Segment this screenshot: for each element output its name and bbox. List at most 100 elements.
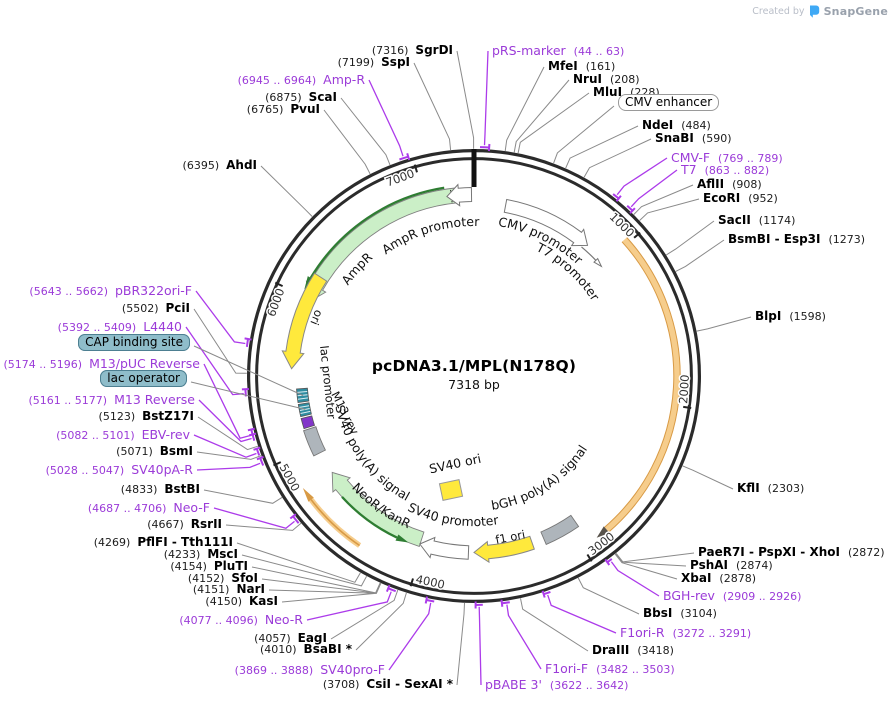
plasmid-size: 7318 bp (448, 377, 500, 392)
feature-sv40-polya-box[interactable] (303, 426, 327, 457)
feature-t7-promoter-arrow[interactable] (581, 246, 597, 261)
callout-amp_r[interactable]: (6945 .. 6964) Amp-R (238, 73, 365, 87)
callout-mfei-pos: (161) (585, 60, 616, 73)
callout-ndei-name: NdeI (642, 118, 674, 132)
callout-pluti[interactable]: (4154) PluTI (170, 559, 248, 574)
callout-line-eagi (330, 589, 399, 640)
callout-draiii[interactable]: DraIII (3418) (592, 644, 674, 658)
callout-line-f1ori_f (506, 604, 542, 670)
callout-mlui-name: MluI (593, 85, 623, 99)
callout-bstbi[interactable]: (4833) BstBI (121, 482, 200, 497)
callout-ecori[interactable]: EcoRI (952) (703, 192, 778, 206)
callout-sacii[interactable]: SacII (1174) (718, 214, 795, 228)
callout-sv40pa_r[interactable]: (5028 .. 5047) SV40pA-R (46, 463, 193, 477)
callout-nari[interactable]: (4151) NarI (193, 582, 265, 597)
callout-f1ori_r[interactable]: F1ori-R (3272 .. 3291) (620, 626, 751, 640)
callout-scai-name: ScaI (308, 90, 337, 104)
callout-pluti-name: PluTI (213, 559, 248, 573)
callout-ecori-pos: (952) (748, 192, 778, 205)
callout-cmv_enhancer[interactable]: CMV enhancer (618, 94, 720, 111)
callout-bstz17i-pos: (5123) (98, 410, 136, 423)
orf-arrowhead-neor (395, 534, 409, 543)
callout-mfei[interactable]: MfeI (161) (548, 60, 616, 74)
callout-nrui-name: NruI (573, 72, 602, 86)
callout-pbr322ori_f[interactable]: (5643 .. 5662) pBR322ori-F (29, 284, 192, 298)
callout-f1ori_r-pos: (3272 .. 3291) (672, 627, 752, 640)
callout-line-snabi (583, 138, 652, 178)
callout-cap_site[interactable]: CAP binding site (78, 334, 190, 351)
callout-bstbi-name: BstBI (164, 482, 200, 496)
callout-rsrii-pos: (4667) (147, 518, 184, 531)
callout-sfoi[interactable]: (4152) SfoI (187, 572, 258, 586)
callout-ebv_rev[interactable]: (5082 .. 5101) EBV-rev (56, 428, 190, 442)
callout-pbabe3[interactable]: pBABE 3' (3622 .. 3642) (485, 678, 628, 692)
callout-ahdi[interactable]: (6395) AhdI (183, 159, 257, 173)
callout-nari-name: NarI (236, 582, 265, 596)
feature-label-ori: ori (307, 308, 326, 327)
callout-line-cmv_enhancer (553, 105, 615, 164)
feature-box-stripe (299, 405, 310, 408)
callout-draiii-pos: (3418) (637, 644, 674, 657)
callout-sgrdi[interactable]: (7316) SgrDI (372, 44, 453, 58)
callout-paer7i[interactable]: PaeR7I - PspXI - XhoI (2872) (698, 545, 885, 560)
callout-bsmi[interactable]: (5071) BsmI (116, 445, 193, 459)
callout-neo_f[interactable]: (4687 .. 4706) Neo-F (88, 501, 210, 515)
snapgene-credit: Created by SnapGene (752, 5, 888, 18)
callout-l4440[interactable]: (5392 .. 5409) L4440 (58, 320, 182, 334)
callout-f1ori_f[interactable]: F1ori-F (3482 .. 3503) (545, 662, 675, 676)
feature-ampr-promoter-arrow[interactable] (446, 183, 473, 207)
callout-line-nrui (513, 79, 570, 153)
callout-pflfi[interactable]: (4269) PflFI - Tth111I (94, 535, 233, 550)
callout-pflfi-name: PflFI - Tth111I (137, 535, 233, 549)
callout-kfli[interactable]: KflI (2303) (737, 482, 804, 496)
callout-rsrii[interactable]: (4667) RsrII (147, 518, 222, 532)
callout-bbsi[interactable]: BbsI (3104) (643, 607, 717, 621)
callout-neo_r[interactable]: (4077 .. 4096) Neo-R (179, 613, 303, 627)
callout-nrui[interactable]: NruI (208) (573, 72, 640, 87)
callout-snabi[interactable]: SnaBI (590) (655, 132, 732, 146)
callout-bgh_rev[interactable]: BGH-rev (2909 .. 2926) (663, 589, 801, 603)
callout-m13_puc_rev-name: M13/pUC Reverse (89, 356, 200, 371)
callout-csii[interactable]: (3708) CsiI - SexAI * (323, 678, 453, 692)
plasmid-name: pcDNA3.1/MPL(N178Q) (371, 357, 577, 375)
feature-cmv-promoter-arrow[interactable] (503, 198, 589, 247)
callout-pbr322ori_f-name: pBR322ori-F (114, 283, 192, 298)
callout-pcii[interactable]: (5502) PciI (122, 302, 190, 316)
callout-line-ebv_rev (193, 434, 257, 458)
feature-sv40-ori-box[interactable] (438, 479, 464, 501)
primer-mark (255, 448, 261, 456)
callout-m13_puc_rev[interactable]: (5174 .. 5196) M13/pUC Reverse (4, 357, 201, 371)
callout-kasi[interactable]: (4150) KasI (205, 595, 278, 609)
callout-aflii[interactable]: AflII (908) (697, 178, 762, 192)
feature-f1-ori-arrow[interactable] (473, 535, 535, 564)
callout-lac_operator[interactable]: lac operator (100, 370, 187, 387)
feature-m13-rev-box[interactable] (300, 415, 316, 430)
callout-bstz17i[interactable]: (5123) BstZ17I (98, 410, 194, 424)
callout-ndei[interactable]: NdeI (484) (642, 118, 711, 133)
callout-scai[interactable]: (6875) ScaI (265, 90, 337, 105)
callout-xbai[interactable]: XbaI (2878) (681, 572, 756, 586)
callout-pvui[interactable]: (6765) PvuI (247, 103, 320, 117)
callout-sv40pro_f[interactable]: (3869 .. 3888) SV40pro-F (235, 663, 385, 677)
feature-bgh-polya-box[interactable] (540, 514, 580, 545)
callout-m13_reverse[interactable]: (5161 .. 5177) M13 Reverse (29, 393, 195, 407)
callout-sspi[interactable]: (7199) SspI (338, 56, 410, 70)
feature-box-stripe (297, 391, 308, 393)
callout-cmv_f[interactable]: CMV-F (769 .. 789) (671, 151, 783, 165)
callout-eagi[interactable]: (4057) EagI (254, 632, 327, 646)
callout-msci[interactable]: (4233) MscI (164, 548, 238, 562)
callout-pluti-pos: (4154) (170, 560, 207, 573)
feature-ori-arrow[interactable] (281, 272, 328, 370)
callout-t7[interactable]: T7 (863 .. 882) (681, 163, 769, 177)
scale-tick (274, 281, 284, 288)
callout-bsmbi[interactable]: BsmBI - Esp3I (1273) (728, 233, 865, 247)
callout-line-m13_puc_rev (203, 363, 251, 439)
callout-paer7i-name: PaeR7I - PspXI - XhoI (698, 545, 840, 559)
callout-sfoi-pos: (4152) (187, 572, 225, 585)
callout-blpi[interactable]: BlpI (1598) (755, 310, 826, 324)
callout-line-amp_r (368, 79, 404, 157)
callout-bsabi[interactable]: (4010) BsaBI * (260, 643, 352, 657)
feature-sv40-promoter-arrow[interactable] (419, 536, 470, 560)
callout-pshai[interactable]: PshAI (2874) (690, 559, 773, 573)
callout-prs_marker[interactable]: pRS-marker (44 .. 63) (492, 44, 624, 58)
